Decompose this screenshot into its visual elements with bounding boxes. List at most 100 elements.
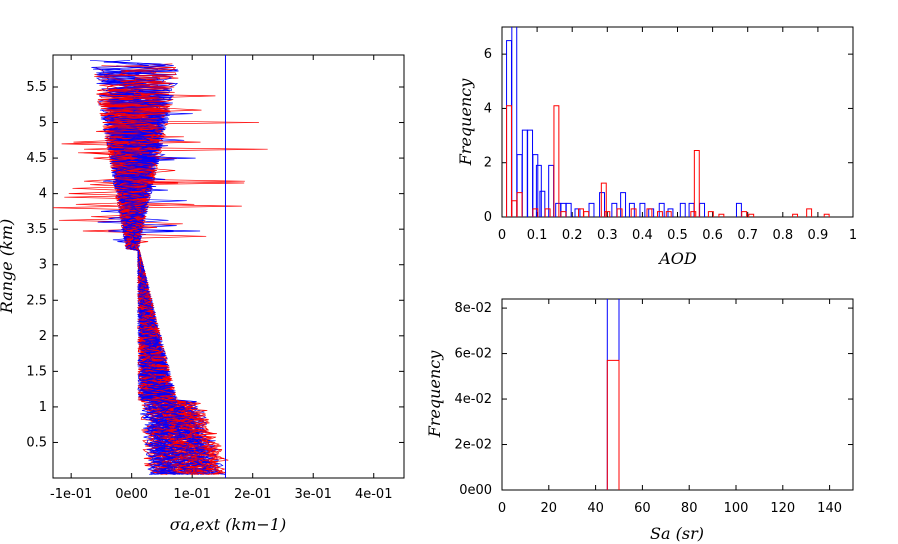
x-tick-label: 80 — [681, 501, 698, 516]
profile-line — [111, 132, 177, 475]
y-tick-label: 5.5 — [26, 80, 47, 95]
histogram-bar — [718, 213, 725, 217]
aod-histogram: 0 0.1 0.2 0.3 0.4 0.5 0.6 0.7 0.8 0.9 1 0 2 4 6 — [484, 26, 857, 243]
y-tick-label: 0.5 — [26, 435, 47, 450]
histogram-bar — [748, 213, 755, 217]
histogram-bar — [707, 211, 714, 217]
x-tick-label: 0.5 — [667, 228, 688, 243]
histogram-bar — [648, 208, 655, 217]
histogram-bar — [611, 202, 618, 217]
plot-frame — [501, 26, 854, 218]
x-tick-label: 0.2 — [562, 228, 583, 243]
histogram-bar — [583, 211, 590, 217]
y-tick-label: 2.5 — [26, 293, 47, 308]
histogram-bar — [532, 208, 539, 217]
histogram-bar — [600, 182, 607, 217]
y-tick-label: 5 — [39, 116, 47, 131]
histogram-bar — [667, 208, 674, 217]
y-tick-label: 0e00 — [459, 483, 492, 498]
histogram-bar — [555, 202, 562, 217]
x-tick-label: -1e-01 — [50, 487, 92, 502]
histogram-bar — [532, 154, 539, 217]
y-tick-label: 2e-02 — [454, 438, 492, 453]
profile-line — [104, 93, 193, 475]
x-tick-label: 60 — [634, 501, 651, 516]
histogram-bar — [630, 208, 637, 217]
histogram-bar — [616, 208, 623, 217]
histogram-bar — [620, 192, 627, 217]
profiles-group — [53, 55, 268, 478]
plot-frame — [501, 298, 854, 491]
x-tick-label: 0 — [498, 228, 506, 243]
y-tick-label: 3.5 — [26, 222, 47, 237]
histogram-bar — [565, 202, 572, 217]
y-tick-label: 1.5 — [26, 364, 47, 379]
y-tick-label: 1 — [39, 400, 47, 415]
histogram-bar — [511, 27, 518, 217]
histogram-bar — [735, 202, 742, 217]
histogram-bar — [506, 40, 512, 217]
histogram-bar — [506, 105, 512, 217]
y-tick-label: 6 — [484, 47, 492, 62]
histogram-bar — [511, 200, 518, 217]
x-tick-label: 4e-01 — [355, 487, 393, 502]
profile-line — [72, 104, 222, 475]
x-tick-label: 0.1 — [527, 228, 548, 243]
x-tick-label: 0e00 — [115, 487, 148, 502]
histogram-bar — [606, 359, 620, 490]
plot-frame — [52, 54, 405, 479]
x-tick-label: 1 — [849, 228, 857, 243]
x-tick-label: 100 — [724, 501, 749, 516]
histogram-bar — [574, 208, 581, 217]
histogram-bar — [604, 211, 611, 217]
histogram-bar — [539, 190, 546, 217]
histogram-bar — [606, 299, 620, 490]
panel-b-x-axis-label: AOD — [657, 249, 697, 268]
histogram-bar — [823, 213, 830, 217]
x-tick-label: 0.4 — [632, 228, 653, 243]
panel-a-x-axis-label: σa,ext (km−1) — [170, 515, 287, 534]
panel-a-y-axis-label: Range (km) — [0, 219, 16, 314]
histogram-bar — [688, 202, 695, 217]
histogram-bar — [693, 150, 700, 217]
y-tick-label: 8e-02 — [454, 301, 492, 316]
histogram-bar — [544, 208, 551, 217]
x-tick-label: 40 — [587, 501, 604, 516]
x-tick-label: 0.3 — [597, 228, 618, 243]
histogram-bar — [656, 211, 663, 217]
histogram-bar — [599, 192, 605, 217]
x-tick-label: 140 — [817, 501, 842, 516]
lidar-ratio-histogram: 0 20 40 60 80 100 120 140 0e00 2e-02 4e-02 6e-02 8e-… — [454, 298, 854, 516]
y-tick-label: 0 — [484, 210, 492, 225]
y-tick-label: 4 — [484, 101, 492, 116]
y-tick-label: 3 — [39, 258, 47, 273]
x-tick-label: 2e-01 — [234, 487, 272, 502]
histogram-bar — [578, 208, 584, 217]
histogram-bar — [699, 202, 706, 217]
panel-c-x-axis-label: Sa (sr) — [650, 524, 704, 543]
histogram-bar — [521, 129, 528, 217]
y-tick-label: 4e-02 — [454, 392, 492, 407]
histogram-bar — [665, 211, 672, 217]
histogram-bar — [690, 211, 697, 217]
x-tick-label: 0 — [498, 501, 506, 516]
histogram-bar — [628, 202, 635, 217]
bars-group — [506, 27, 830, 217]
histogram-bar — [646, 208, 653, 217]
histogram-bar — [527, 129, 534, 217]
x-tick-label: 0.7 — [737, 228, 758, 243]
y-tick-label: 4 — [39, 187, 47, 202]
panel-b-y-axis-label: Frequency — [456, 78, 475, 167]
histogram-bar — [588, 202, 595, 217]
x-tick-label: 0.9 — [808, 228, 829, 243]
histogram-bar — [553, 105, 560, 217]
panel-c-y-axis-label: Frequency — [425, 350, 444, 439]
x-tick-label: 3e-01 — [294, 487, 332, 502]
x-tick-label: 1e-01 — [173, 487, 211, 502]
bars-group — [606, 299, 620, 490]
y-tick-label: 2 — [484, 156, 492, 171]
histogram-bar — [639, 202, 646, 217]
histogram-bar — [658, 202, 665, 217]
histogram-bar — [792, 213, 799, 217]
x-tick-label: 0.6 — [702, 228, 723, 243]
